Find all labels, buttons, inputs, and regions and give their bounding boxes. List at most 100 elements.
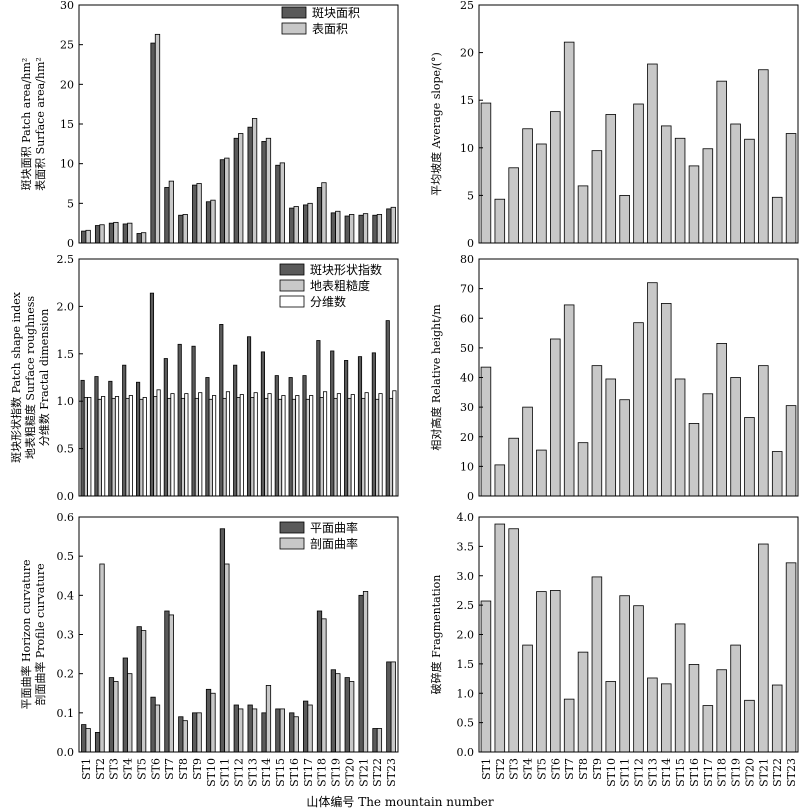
- bar-curvature-s1-ST5: [141, 630, 147, 753]
- bar-area-s1-ST8: [182, 214, 188, 244]
- bar-curvature-s1-ST22: [376, 728, 383, 753]
- bar-slope-s0-ST16: [688, 165, 700, 244]
- bar-height-s0-ST2: [494, 464, 506, 497]
- y-tick-label-fragmentation-2: 1.0: [457, 687, 475, 700]
- bar-shape-s0-ST5: [136, 381, 141, 497]
- bar-curvature-s0-ST16: [289, 712, 295, 753]
- x-tick-label-curvature-ST9: ST9: [191, 758, 204, 780]
- x-tick-label-curvature-ST7: ST7: [163, 758, 176, 780]
- bar-shape-s0-ST7: [163, 358, 168, 497]
- y-axis-title-curvature-1: 剖面曲率 Profile curvature: [33, 563, 47, 705]
- bar-area-s0-ST10: [205, 201, 212, 244]
- x-tick-label-curvature-ST4: ST4: [122, 758, 135, 780]
- y-tick-label-shape-1: 0.5: [57, 443, 75, 456]
- bar-shape-s0-ST6: [149, 292, 155, 497]
- bar-area-s0-ST7: [164, 187, 170, 244]
- x-tick-label-fragmentation-ST13: ST13: [646, 758, 659, 787]
- y-tick-label-height-3: 30: [460, 401, 474, 414]
- x-tick-label-fragmentation-ST2: ST2: [494, 758, 507, 780]
- bar-fragmentation-s0-ST14: [660, 683, 672, 753]
- bar-slope-s0-ST2: [494, 198, 506, 244]
- x-tick-label-fragmentation-ST6: ST6: [549, 758, 562, 780]
- bar-shape-s1-ST16: [291, 398, 297, 497]
- y-tick-label-height-6: 60: [460, 312, 474, 325]
- bar-slope-s0-ST1: [480, 102, 492, 244]
- bar-shape-s1-ST15: [278, 398, 283, 497]
- bar-slope-s0-ST10: [605, 114, 617, 244]
- x-tick-label-fragmentation-ST15: ST15: [674, 758, 687, 787]
- y-tick-label-height-1: 10: [460, 460, 474, 473]
- x-tick-label-fragmentation-ST11: ST11: [619, 758, 632, 787]
- y-axis-title-shape-2: 分维数 Fractal dimension: [38, 309, 51, 447]
- legend-label-shape-0: 斑块形状指数: [310, 262, 382, 277]
- bar-shape-s2-ST12: [239, 394, 244, 497]
- x-tick-label-fragmentation-ST9: ST9: [591, 758, 604, 780]
- bar-curvature-s0-ST14: [261, 712, 267, 753]
- y-tick-label-fragmentation-7: 3.5: [457, 540, 475, 553]
- bar-slope-s0-ST13: [647, 63, 658, 244]
- y-tick-label-height-0: 0: [467, 490, 474, 503]
- bar-shape-s1-ST19: [333, 397, 338, 497]
- bar-shape-s0-ST4: [122, 364, 127, 497]
- bar-height-s0-ST10: [605, 378, 617, 497]
- bar-curvature-s1-ST9: [196, 712, 202, 753]
- x-tick-label-curvature-ST2: ST2: [94, 758, 107, 780]
- bar-curvature-s0-ST12: [233, 704, 239, 753]
- legend-swatch-shape-0: [279, 263, 305, 276]
- y-tick-label-area-6: 30: [60, 0, 74, 12]
- y-axis-title-area-1: 表面积 Surface area/hm²: [33, 57, 47, 191]
- bar-area-s0-ST23: [386, 208, 392, 244]
- y-axis-title-area-0: 斑块面积 Patch area/hm²: [20, 58, 33, 191]
- bar-curvature-s0-ST7: [164, 610, 170, 753]
- x-tick-label-fragmentation-ST22: ST22: [771, 758, 784, 787]
- y-tick-label-shape-5: 2.5: [57, 253, 75, 266]
- bar-shape-s1-ST9: [194, 397, 199, 497]
- bar-curvature-s0-ST1: [81, 724, 87, 753]
- bar-fragmentation-s0-ST12: [633, 605, 644, 753]
- bar-height-s0-ST12: [633, 322, 644, 497]
- legend-swatch-area-0: [281, 6, 307, 19]
- x-tick-label-curvature-ST14: ST14: [260, 758, 273, 787]
- bar-area-s0-ST20: [344, 215, 350, 244]
- bar-fragmentation-s0-ST5: [536, 591, 547, 753]
- bar-curvature-s0-ST6: [150, 696, 156, 753]
- bar-fragmentation-s0-ST22: [771, 684, 783, 753]
- bar-fragmentation-s0-ST23: [785, 562, 797, 753]
- y-tick-label-height-2: 20: [460, 431, 474, 444]
- x-tick-label-fragmentation-ST10: ST10: [605, 758, 618, 787]
- bar-curvature-s0-ST8: [178, 716, 184, 753]
- bar-shape-s2-ST9: [198, 392, 203, 497]
- bar-curvature-s1-ST6: [154, 704, 161, 753]
- bar-shape-s2-ST17: [309, 395, 314, 497]
- bar-curvature-s1-ST13: [251, 708, 258, 753]
- bar-height-s0-ST13: [647, 282, 658, 497]
- bar-area-s0-ST8: [178, 214, 184, 244]
- bar-curvature-s1-ST21: [362, 591, 369, 753]
- x-tick-label-curvature-ST16: ST16: [288, 758, 301, 787]
- bar-curvature-s0-ST9: [192, 712, 198, 753]
- bar-curvature-s1-ST16: [293, 716, 299, 753]
- bar-curvature-s0-ST19: [330, 669, 336, 753]
- x-tick-label-curvature-ST20: ST20: [344, 758, 357, 787]
- y-tick-label-area-3: 15: [60, 118, 74, 131]
- bar-curvature-s0-ST3: [108, 677, 115, 753]
- bar-area-s0-ST21: [358, 214, 364, 244]
- bar-fragmentation-s0-ST17: [702, 705, 714, 753]
- bar-area-s1-ST2: [99, 224, 105, 244]
- bar-height-s0-ST1: [480, 366, 492, 497]
- y-tick-label-height-8: 80: [460, 253, 474, 266]
- y-tick-label-fragmentation-0: 0.0: [457, 746, 475, 759]
- bar-shape-s0-ST15: [274, 375, 279, 497]
- bar-slope-s0-ST12: [633, 103, 644, 244]
- bar-shape-s1-ST4: [125, 397, 130, 497]
- bar-shape-s2-ST13: [253, 392, 258, 497]
- bar-fragmentation-s0-ST7: [563, 698, 575, 753]
- bar-area-s0-ST4: [122, 223, 128, 244]
- y-tick-label-fragmentation-1: 0.5: [457, 717, 475, 730]
- y-tick-label-shape-4: 2.0: [57, 300, 75, 313]
- bar-height-s0-ST8: [577, 442, 589, 497]
- bar-height-s0-ST23: [785, 405, 797, 497]
- bar-height-s0-ST3: [508, 437, 519, 497]
